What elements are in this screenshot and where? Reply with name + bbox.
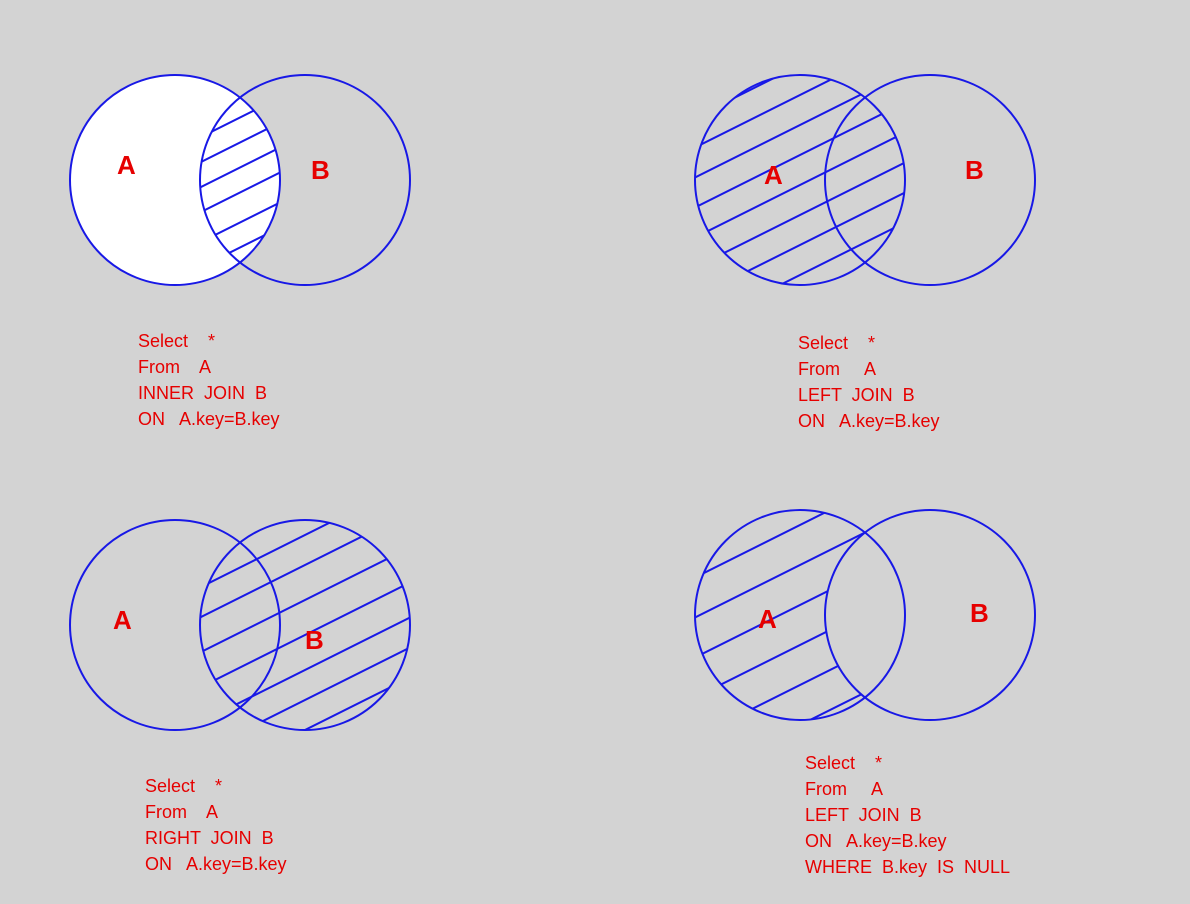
- panel-left-join: A B: [680, 65, 1040, 295]
- label-b: B: [305, 625, 324, 656]
- panel-right-join: A B: [55, 510, 425, 740]
- label-a: A: [758, 604, 777, 635]
- label-a: A: [117, 150, 136, 181]
- sql-right-join: Select * From A RIGHT JOIN B ON A.key=B.…: [145, 773, 287, 877]
- label-b: B: [311, 155, 330, 186]
- label-b: B: [970, 598, 989, 629]
- label-b: B: [965, 155, 984, 186]
- sql-left-join: Select * From A LEFT JOIN B ON A.key=B.k…: [798, 330, 940, 434]
- venn-inner-join: [55, 65, 415, 295]
- panel-left-exclude: A B: [680, 500, 1040, 730]
- label-a: A: [764, 160, 783, 191]
- label-a: A: [113, 605, 132, 636]
- sql-inner-join: Select * From A INNER JOIN B ON A.key=B.…: [138, 328, 280, 432]
- venn-left-join: [680, 65, 1040, 295]
- venn-right-join: [55, 510, 425, 740]
- sql-left-exclude: Select * From A LEFT JOIN B ON A.key=B.k…: [805, 750, 1010, 880]
- panel-inner-join: A B: [55, 65, 415, 295]
